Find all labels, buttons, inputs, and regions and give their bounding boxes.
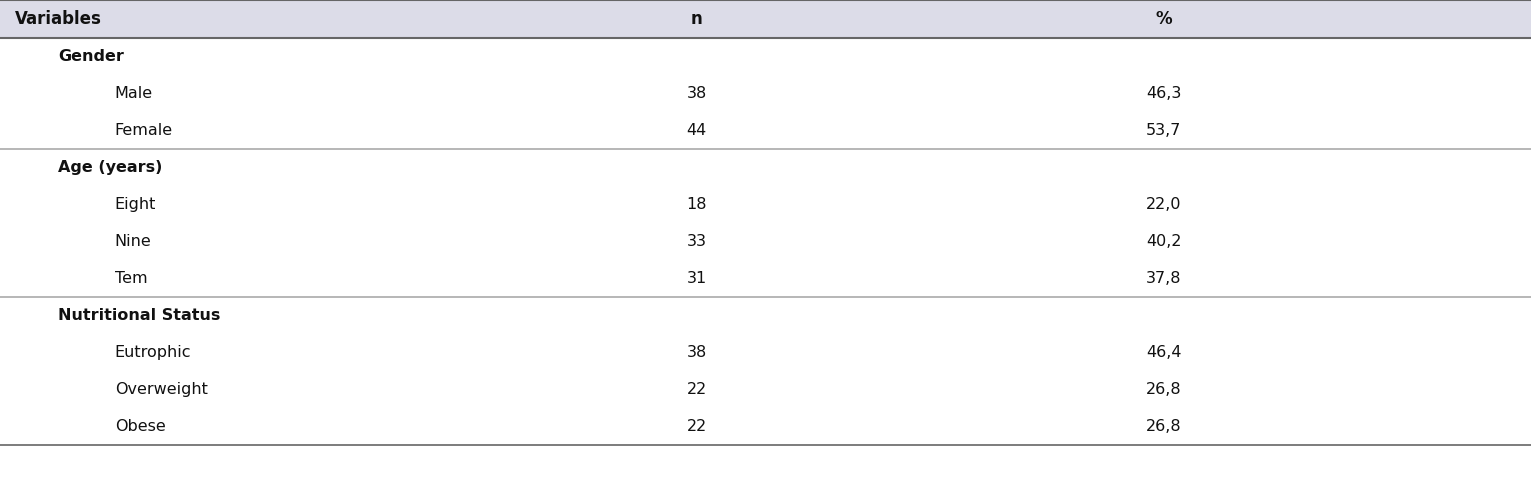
Text: Overweight: Overweight bbox=[115, 382, 208, 397]
Text: 22,0: 22,0 bbox=[1145, 197, 1182, 212]
Text: Eutrophic: Eutrophic bbox=[115, 345, 191, 360]
Text: Nine: Nine bbox=[115, 234, 152, 249]
Text: Nutritional Status: Nutritional Status bbox=[58, 308, 220, 323]
Text: 38: 38 bbox=[686, 345, 707, 360]
Text: Female: Female bbox=[115, 123, 173, 138]
Text: 40,2: 40,2 bbox=[1145, 234, 1182, 249]
Text: 26,8: 26,8 bbox=[1145, 419, 1182, 434]
Text: 46,4: 46,4 bbox=[1145, 345, 1182, 360]
Text: %: % bbox=[1156, 10, 1171, 28]
Text: Tem: Tem bbox=[115, 271, 147, 286]
Text: Male: Male bbox=[115, 86, 153, 101]
Text: 22: 22 bbox=[686, 382, 707, 397]
Text: 22: 22 bbox=[686, 419, 707, 434]
Text: 38: 38 bbox=[686, 86, 707, 101]
Text: Age (years): Age (years) bbox=[58, 160, 162, 175]
Bar bbox=[0, 0, 1531, 38]
Text: 31: 31 bbox=[686, 271, 707, 286]
Text: 18: 18 bbox=[686, 197, 707, 212]
Text: 44: 44 bbox=[686, 123, 707, 138]
Text: n: n bbox=[690, 10, 703, 28]
Text: 53,7: 53,7 bbox=[1145, 123, 1182, 138]
Text: Obese: Obese bbox=[115, 419, 165, 434]
Text: 37,8: 37,8 bbox=[1145, 271, 1182, 286]
Text: 33: 33 bbox=[686, 234, 707, 249]
Text: Gender: Gender bbox=[58, 49, 124, 64]
Text: Variables: Variables bbox=[15, 10, 103, 28]
Text: 46,3: 46,3 bbox=[1145, 86, 1182, 101]
Text: Eight: Eight bbox=[115, 197, 156, 212]
Text: 26,8: 26,8 bbox=[1145, 382, 1182, 397]
